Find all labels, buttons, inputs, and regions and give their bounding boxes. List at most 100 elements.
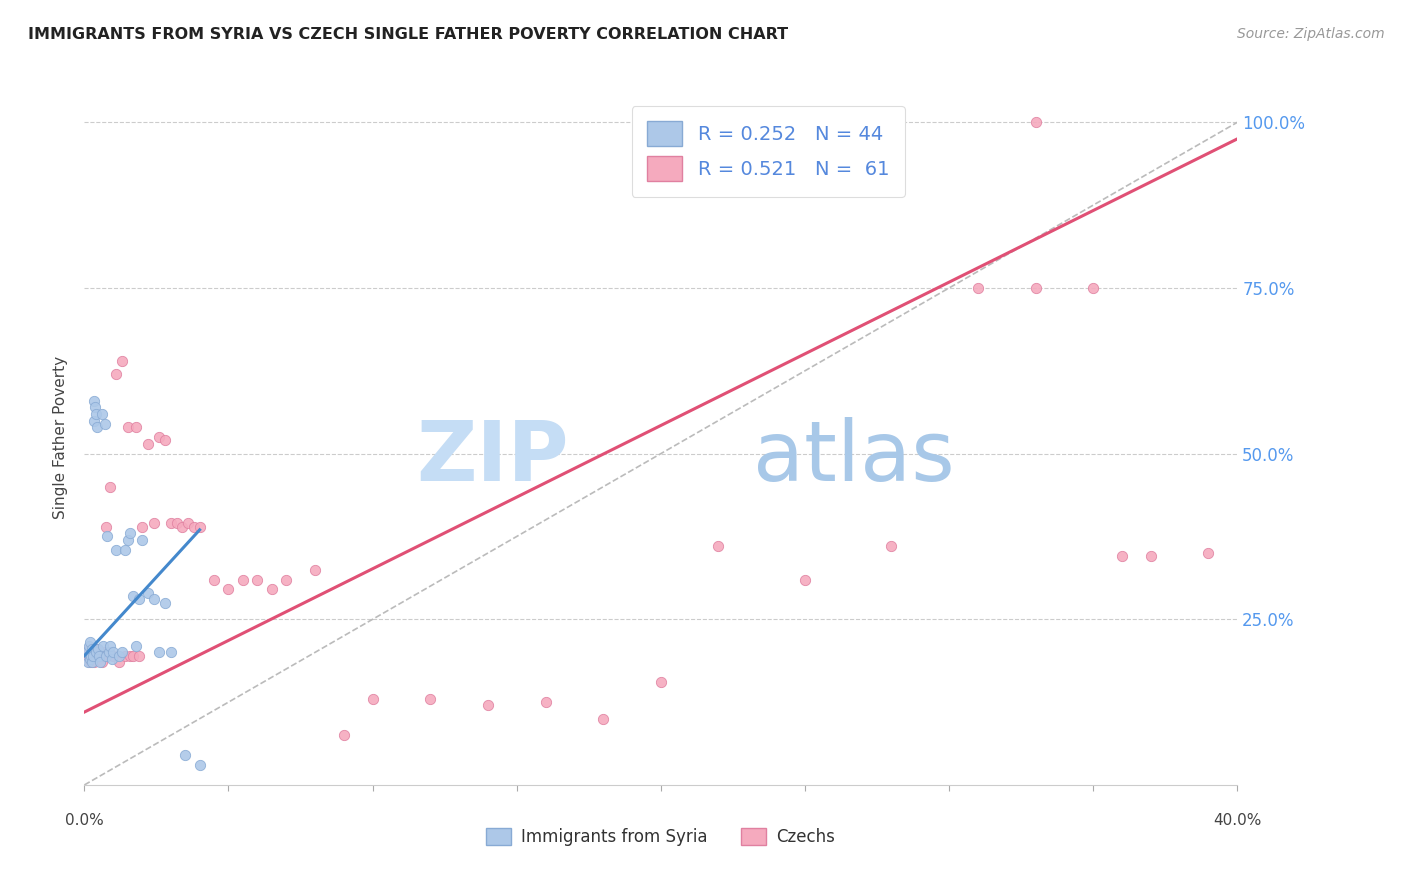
Point bbox=[89, 645, 111, 659]
Point bbox=[1111, 549, 1133, 564]
Point bbox=[880, 540, 903, 554]
Text: atlas: atlas bbox=[754, 417, 955, 499]
Point bbox=[131, 533, 153, 547]
Point bbox=[136, 436, 159, 450]
Point bbox=[87, 642, 110, 657]
Point bbox=[79, 656, 101, 670]
Point bbox=[76, 656, 98, 670]
Point bbox=[153, 434, 176, 448]
Point bbox=[90, 656, 112, 670]
Point bbox=[592, 712, 614, 726]
Point bbox=[83, 656, 105, 670]
Point bbox=[111, 645, 134, 659]
Point bbox=[83, 413, 105, 427]
Point bbox=[80, 648, 103, 663]
Point bbox=[84, 401, 107, 415]
Point bbox=[122, 589, 145, 603]
Point bbox=[153, 596, 176, 610]
Point bbox=[188, 519, 211, 533]
Point bbox=[84, 648, 107, 663]
Point bbox=[477, 698, 499, 713]
Point bbox=[136, 586, 159, 600]
Point bbox=[1025, 115, 1047, 129]
Point bbox=[122, 648, 145, 663]
Point bbox=[87, 648, 110, 663]
Text: 0.0%: 0.0% bbox=[65, 813, 104, 828]
Point bbox=[183, 519, 205, 533]
Point bbox=[105, 542, 128, 557]
Point bbox=[131, 519, 153, 533]
Point bbox=[103, 648, 124, 663]
Point bbox=[97, 645, 120, 659]
Point bbox=[103, 645, 124, 659]
Point bbox=[1140, 549, 1163, 564]
Point bbox=[148, 645, 170, 659]
Point bbox=[260, 582, 283, 597]
Point bbox=[87, 652, 110, 666]
Text: ZIP: ZIP bbox=[416, 417, 568, 499]
Point bbox=[96, 648, 118, 663]
Point bbox=[93, 417, 115, 431]
Point bbox=[84, 645, 107, 659]
Point bbox=[98, 480, 121, 494]
Text: IMMIGRANTS FROM SYRIA VS CZECH SINGLE FATHER POVERTY CORRELATION CHART: IMMIGRANTS FROM SYRIA VS CZECH SINGLE FA… bbox=[28, 27, 789, 42]
Point bbox=[120, 648, 142, 663]
Point bbox=[94, 519, 117, 533]
Point bbox=[89, 656, 111, 670]
Point bbox=[114, 648, 136, 663]
Point bbox=[160, 516, 183, 531]
Point bbox=[114, 542, 136, 557]
Point bbox=[108, 648, 131, 663]
Point bbox=[90, 407, 112, 421]
Point bbox=[91, 648, 114, 663]
Point bbox=[172, 519, 194, 533]
Point bbox=[80, 648, 103, 663]
Point bbox=[361, 691, 384, 706]
Point bbox=[79, 635, 101, 649]
Point bbox=[77, 642, 100, 657]
Point bbox=[76, 648, 98, 663]
Point bbox=[83, 393, 105, 408]
Point bbox=[105, 367, 128, 381]
Point bbox=[98, 639, 121, 653]
Point bbox=[125, 420, 148, 434]
Legend: Immigrants from Syria, Czechs: Immigrants from Syria, Czechs bbox=[479, 822, 842, 853]
Text: Source: ZipAtlas.com: Source: ZipAtlas.com bbox=[1237, 27, 1385, 41]
Point bbox=[707, 540, 730, 554]
Point bbox=[91, 639, 114, 653]
Point bbox=[128, 592, 150, 607]
Point bbox=[93, 645, 115, 659]
Point bbox=[1083, 281, 1105, 295]
Point bbox=[77, 639, 100, 653]
Point bbox=[125, 639, 148, 653]
Point bbox=[333, 728, 356, 742]
Point bbox=[246, 573, 269, 587]
Text: 40.0%: 40.0% bbox=[1213, 813, 1261, 828]
Point bbox=[142, 516, 165, 531]
Point bbox=[111, 354, 134, 368]
Point bbox=[148, 430, 170, 444]
Point bbox=[142, 592, 165, 607]
Point bbox=[82, 656, 104, 670]
Point bbox=[108, 656, 131, 670]
Point bbox=[174, 748, 197, 763]
Point bbox=[117, 420, 139, 434]
Point bbox=[218, 582, 240, 597]
Point bbox=[160, 645, 183, 659]
Point bbox=[128, 648, 150, 663]
Point bbox=[232, 573, 254, 587]
Point bbox=[1025, 281, 1047, 295]
Point bbox=[100, 652, 122, 666]
Point bbox=[534, 695, 557, 709]
Point bbox=[276, 573, 298, 587]
Point bbox=[419, 691, 441, 706]
Point bbox=[82, 648, 104, 663]
Point bbox=[80, 642, 103, 657]
Point bbox=[967, 281, 990, 295]
Y-axis label: Single Father Poverty: Single Father Poverty bbox=[53, 356, 69, 518]
Point bbox=[1198, 546, 1220, 560]
Point bbox=[86, 407, 108, 421]
Point bbox=[86, 642, 108, 657]
Point bbox=[96, 529, 118, 543]
Point bbox=[82, 642, 104, 657]
